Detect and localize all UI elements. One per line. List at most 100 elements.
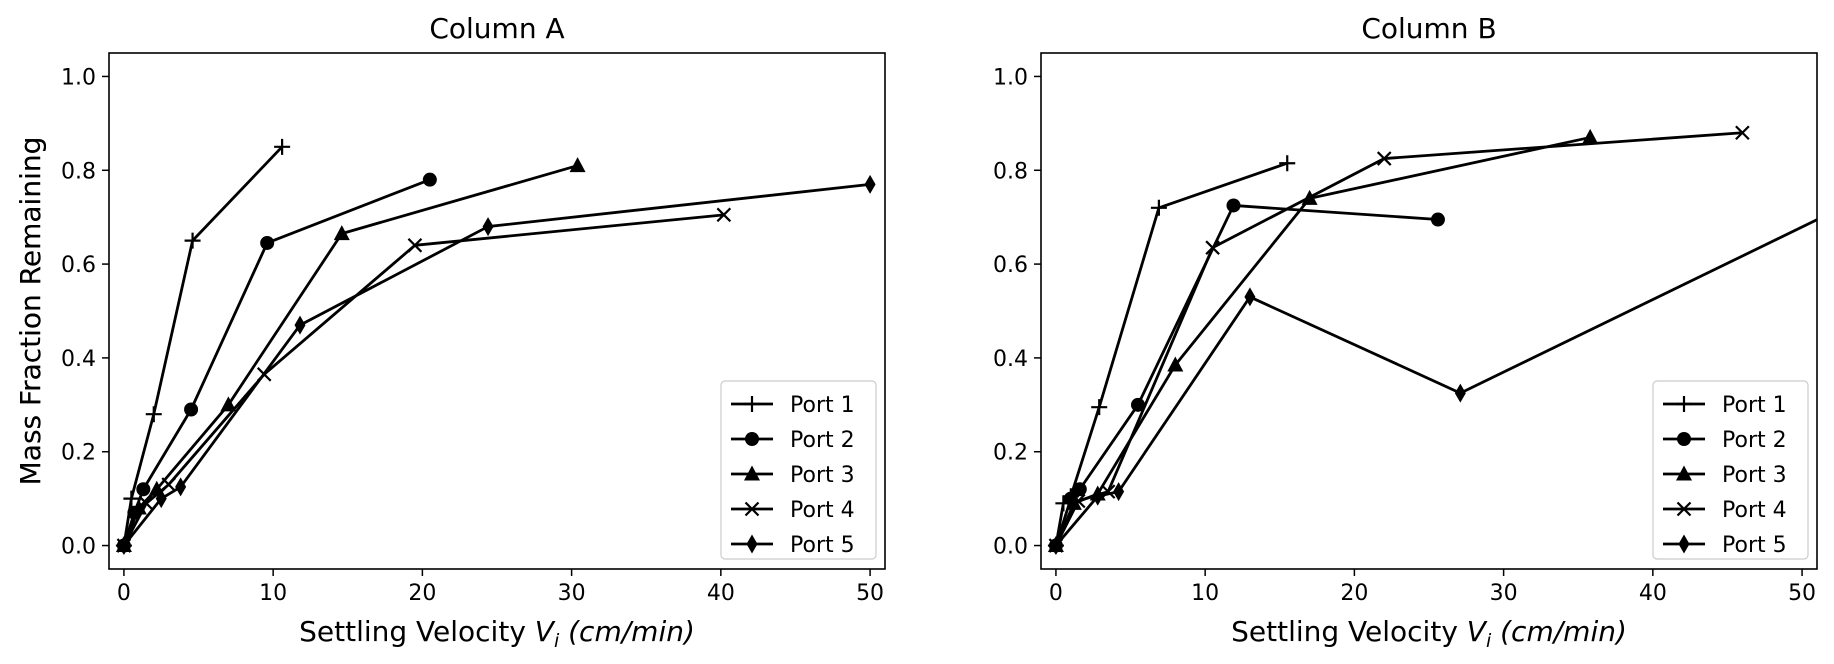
legend-entry: Port 3 — [1722, 463, 1787, 488]
data-point — [1150, 199, 1167, 216]
legend-entry: Port 2 — [790, 428, 855, 453]
chart-panel-column-a: Column A 0 10 20 30 40 50 0.0 0.2 0.4 0.6 0.8 1.0 Set… — [14, 12, 886, 652]
data-point — [1454, 383, 1466, 403]
legend: Port 1 Port 2 Port 3 Port 4 Port 5 — [1652, 380, 1809, 560]
data-point — [1131, 397, 1145, 412]
data-point — [118, 536, 130, 556]
data-point — [1244, 287, 1256, 307]
data-point — [1092, 486, 1104, 506]
x-tick-label: 50 — [856, 581, 884, 606]
data-point — [569, 157, 586, 173]
x-tick-label: 10 — [1191, 581, 1219, 606]
data-point — [161, 477, 176, 492]
y-tick-label: 1.0 — [61, 65, 96, 90]
legend-marker — [744, 396, 760, 412]
series-port-4 — [1048, 125, 1750, 553]
legend-entry: Port 1 — [1722, 393, 1787, 418]
data-point — [1113, 482, 1125, 502]
series-port-3 — [115, 157, 586, 553]
legend-marker — [746, 534, 758, 554]
y-tick-label: 0.8 — [993, 159, 1028, 184]
data-point — [274, 138, 291, 155]
legend-entry: Port 1 — [790, 393, 855, 418]
data-point — [220, 396, 237, 412]
x-tick-label: 10 — [259, 581, 287, 606]
data-point — [184, 232, 201, 249]
data-point — [1205, 240, 1220, 255]
data-point — [1065, 494, 1082, 510]
plot-area — [115, 138, 876, 556]
x-axis-label: Settling Velocity Vi (cm/min) — [299, 615, 695, 652]
data-point — [139, 496, 154, 511]
y-tick-label: 0.0 — [993, 535, 1028, 560]
data-point — [1826, 203, 1834, 222]
data-point — [260, 235, 275, 250]
y-axis-label: Mass Fraction Remaining — [14, 137, 47, 486]
legend-box — [1652, 380, 1809, 560]
data-point — [1279, 155, 1296, 172]
data-point — [1071, 493, 1086, 509]
data-point — [422, 172, 437, 187]
axes-frame — [1040, 52, 1818, 570]
y-tick-label: 0.4 — [61, 347, 96, 372]
y-axis-label: Mass Fraction Remaining — [14, 137, 47, 486]
data-point — [716, 207, 732, 223]
x-axis-label: Settling Velocity Vi (cm/min) — [1231, 615, 1627, 652]
chart-panel-column-b: Column B 0 10 20 30 40 50 0.0 0.2 0.4 0.6 0.8 1.0 Set… — [14, 12, 1834, 652]
x-tick-label: 20 — [1340, 581, 1368, 606]
y-tick-label: 0.6 — [61, 253, 96, 278]
x-tick-label: 40 — [1639, 581, 1667, 606]
series-port-5 — [1050, 203, 1834, 556]
series-port-3 — [1047, 128, 1599, 553]
series-line — [1054, 218, 1817, 547]
y-tick-label: 0.2 — [61, 441, 96, 466]
data-point — [155, 489, 167, 509]
series-line — [122, 213, 724, 547]
y-tick-label: 0.6 — [993, 253, 1028, 278]
data-point — [1050, 536, 1062, 556]
legend-marker — [745, 432, 759, 446]
chart-title: Column A — [429, 12, 564, 45]
legend-entry: Port 3 — [790, 463, 855, 488]
legend-marker — [744, 501, 760, 517]
legend-marker — [1678, 534, 1690, 554]
legend-marker — [744, 465, 760, 481]
x-tick-label: 0 — [1049, 581, 1063, 606]
legend-box — [720, 380, 877, 560]
axes-frame — [108, 52, 886, 570]
data-point — [136, 482, 151, 497]
data-point — [1582, 128, 1599, 144]
data-point — [145, 406, 162, 423]
legend: Port 1 Port 2 Port 3 Port 4 Port 5 — [720, 380, 877, 560]
data-point — [184, 402, 199, 417]
x-tick-label: 50 — [1788, 581, 1816, 606]
legend-entry: Port 5 — [1722, 533, 1787, 558]
series-line — [1054, 161, 1288, 546]
chart-title: Column B — [1361, 12, 1496, 45]
data-point — [1072, 482, 1087, 497]
legend-marker — [1676, 501, 1692, 517]
data-point — [1430, 212, 1445, 227]
series-line — [122, 164, 578, 547]
y-tick-label: 1.0 — [993, 65, 1028, 90]
series-line — [122, 182, 871, 547]
legend-marker — [1676, 396, 1692, 412]
data-point — [175, 477, 187, 497]
data-point — [864, 174, 876, 194]
data-point — [482, 217, 494, 237]
y-tick-label: 0.2 — [993, 441, 1028, 466]
data-point — [333, 225, 350, 241]
legend-marker — [1676, 465, 1692, 481]
data-point — [407, 238, 423, 253]
legend-entry: Port 4 — [790, 498, 855, 523]
x-tick-label: 30 — [558, 581, 586, 606]
plot-area — [1047, 125, 1834, 556]
data-point — [123, 490, 140, 507]
legend-marker — [1677, 432, 1691, 446]
data-point — [1226, 198, 1241, 213]
x-tick-label: 30 — [1490, 581, 1518, 606]
x-tick-label: 0 — [117, 581, 131, 606]
y-tick-label: 0.0 — [61, 535, 96, 560]
data-point — [1091, 399, 1108, 416]
